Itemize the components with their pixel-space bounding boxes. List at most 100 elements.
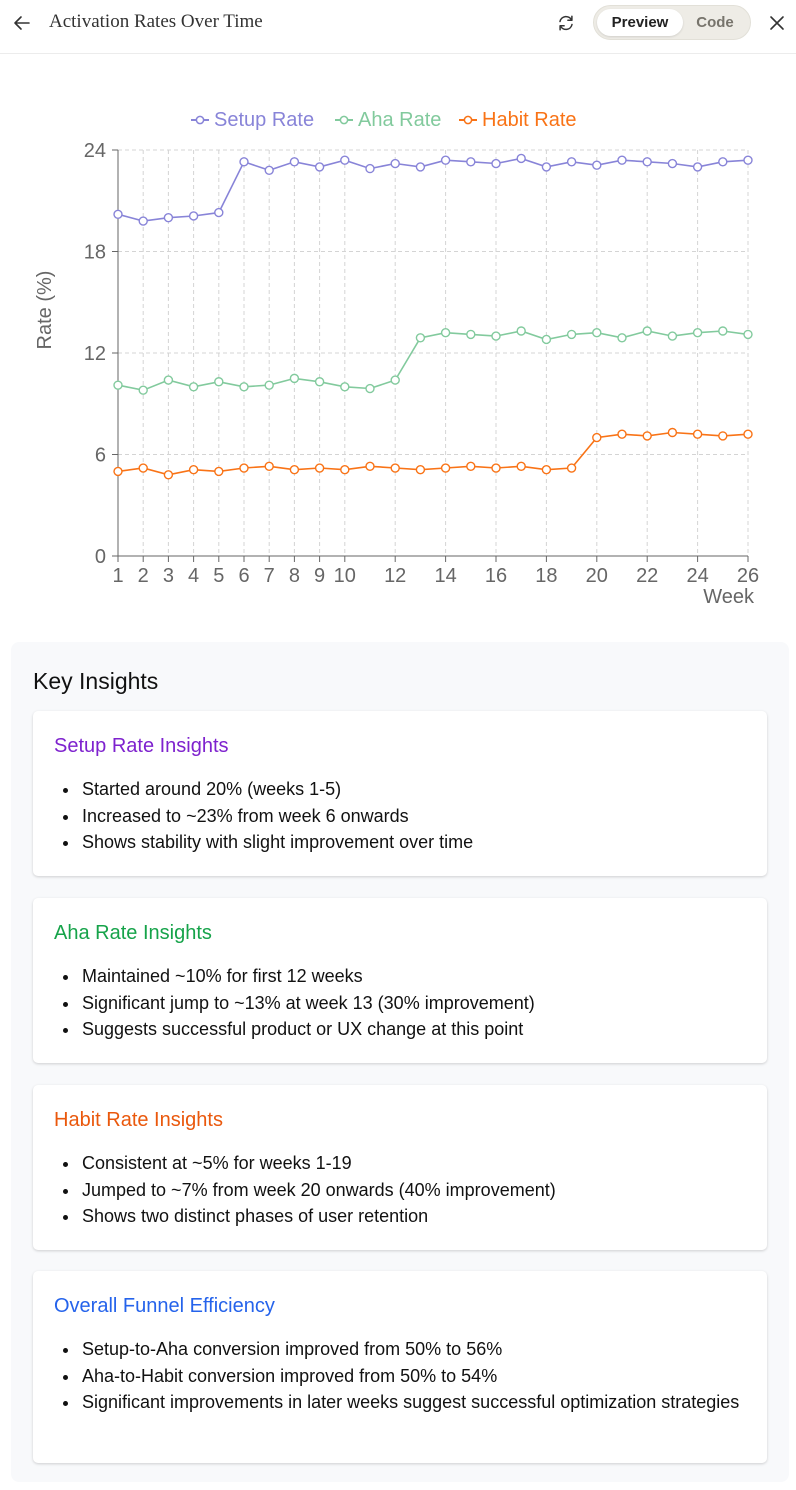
data-point-aha: [340, 382, 350, 392]
legend-item-aha[interactable]: Aha Rate: [334, 107, 441, 133]
data-point-aha: [516, 326, 526, 336]
data-point-aha: [264, 380, 274, 390]
x-tick-label: 1: [112, 565, 123, 587]
data-point-habit: [440, 463, 451, 473]
data-point-aha: [743, 329, 753, 340]
back-button[interactable]: [8, 9, 36, 37]
data-point-habit: [541, 465, 552, 475]
data-point-setup: [617, 155, 627, 165]
data-point-aha: [617, 333, 627, 343]
code-tab[interactable]: Code: [696, 14, 734, 31]
data-point-setup: [289, 157, 300, 167]
x-tick-label: 18: [535, 565, 557, 587]
data-point-habit: [692, 429, 703, 439]
preview-tab[interactable]: Preview: [597, 9, 683, 36]
view-toggle: Preview Code: [593, 5, 751, 40]
data-point-setup: [667, 158, 678, 169]
x-tick-label: 6: [238, 565, 249, 587]
data-point-habit: [592, 432, 602, 443]
x-tick-label: 3: [163, 565, 174, 587]
insight-card-title: Aha Rate Insights: [54, 922, 212, 944]
x-tick-label: 7: [264, 565, 275, 587]
data-point-setup: [743, 155, 753, 165]
y-tick-label: 18: [84, 242, 106, 264]
legend-line-icon: [191, 115, 209, 125]
data-point-aha: [188, 382, 199, 392]
x-tick-label: 2: [138, 565, 149, 587]
legend-label-habit: Habit Rate: [482, 108, 577, 131]
list-item: Increased to ~23% from week 6 onwards: [80, 803, 740, 830]
data-point-setup: [642, 157, 652, 167]
data-point-aha: [390, 375, 400, 385]
data-point-habit: [264, 461, 274, 472]
data-point-setup: [340, 155, 350, 165]
data-point-setup: [516, 153, 526, 164]
list-item: Significant improvements in later weeks …: [80, 1389, 740, 1416]
x-tick-label: 10: [334, 565, 356, 587]
legend-item-habit[interactable]: Habit Rate: [458, 107, 577, 133]
data-point-habit: [617, 429, 627, 439]
y-axis-label: Rate (%): [34, 271, 56, 350]
y-tick-label: 6: [95, 445, 106, 467]
data-point-setup: [365, 163, 375, 174]
data-point-setup: [188, 211, 199, 221]
legend-label-setup: Setup Rate: [214, 108, 315, 131]
x-tick-label: 8: [289, 565, 300, 587]
legend-item-setup[interactable]: Setup Rate: [190, 107, 314, 133]
series-line-habit: [117, 431, 749, 476]
data-point-aha: [440, 328, 451, 338]
data-point-aha: [365, 383, 375, 394]
data-point-setup: [214, 207, 224, 218]
data-point-habit: [239, 463, 249, 473]
data-point-habit: [138, 463, 148, 473]
refresh-icon: [559, 15, 573, 31]
data-point-habit: [667, 427, 678, 438]
data-point-habit: [491, 463, 501, 473]
data-point-habit: [466, 461, 476, 472]
data-point-setup: [718, 157, 728, 167]
x-tick-label: 26: [737, 565, 759, 587]
insight-list: Started around 20% (weeks 1-5) Increased…: [80, 776, 740, 856]
data-point-habit: [718, 431, 728, 441]
chart-legend: Setup Rate Aha Rate Habit Rate: [0, 107, 796, 133]
insight-card-overall: Overall Funnel Efficiency Setup-to-Aha c…: [33, 1271, 767, 1463]
data-point-habit: [340, 465, 350, 475]
refresh-button[interactable]: [552, 9, 580, 37]
insight-card-setup: Setup Rate Insights Started around 20% (…: [33, 711, 767, 876]
close-button[interactable]: [763, 9, 791, 37]
insight-card-aha: Aha Rate Insights Maintained ~10% for fi…: [33, 898, 767, 1063]
data-point-habit: [214, 466, 224, 477]
data-point-aha: [592, 328, 602, 338]
data-point-habit: [113, 466, 123, 477]
list-item: Setup-to-Aha conversion improved from 50…: [80, 1336, 740, 1363]
line-chart: 0 6 12 18 24 1 2 3 4 5 6 7 8 9 10 12 14 16 18 20 22 24 26 Week R…: [0, 100, 796, 620]
list-item: Started around 20% (weeks 1-5): [80, 776, 740, 803]
legend-label-aha: Aha Rate: [358, 108, 442, 131]
x-axis-label: Week: [703, 586, 755, 608]
data-point-setup: [415, 162, 426, 172]
data-point-setup: [566, 157, 577, 167]
data-point-habit: [289, 465, 300, 475]
data-point-aha: [667, 331, 678, 341]
insight-card-title: Overall Funnel Efficiency: [54, 1295, 275, 1317]
y-tick-label: 24: [84, 140, 106, 162]
insight-card-title: Habit Rate Insights: [54, 1109, 223, 1131]
insight-list: Setup-to-Aha conversion improved from 50…: [80, 1336, 740, 1416]
x-tick-label: 9: [314, 565, 325, 587]
arrow-left-icon: [14, 16, 30, 30]
list-item: Maintained ~10% for first 12 weeks: [80, 963, 740, 990]
key-insights-title: Key Insights: [33, 668, 159, 694]
close-icon: [770, 16, 784, 30]
data-point-setup: [138, 216, 148, 226]
list-item: Consistent at ~5% for weeks 1-19: [80, 1150, 740, 1177]
list-item: Shows two distinct phases of user retent…: [80, 1203, 740, 1230]
x-tick-label: 24: [686, 565, 708, 587]
x-tick-label: 12: [384, 565, 406, 587]
legend-line-icon: [335, 115, 353, 125]
data-point-aha: [314, 377, 325, 387]
data-point-setup: [541, 162, 552, 172]
data-point-aha: [718, 326, 728, 336]
data-point-aha: [692, 328, 703, 338]
list-item: Suggests successful product or UX change…: [80, 1016, 740, 1043]
